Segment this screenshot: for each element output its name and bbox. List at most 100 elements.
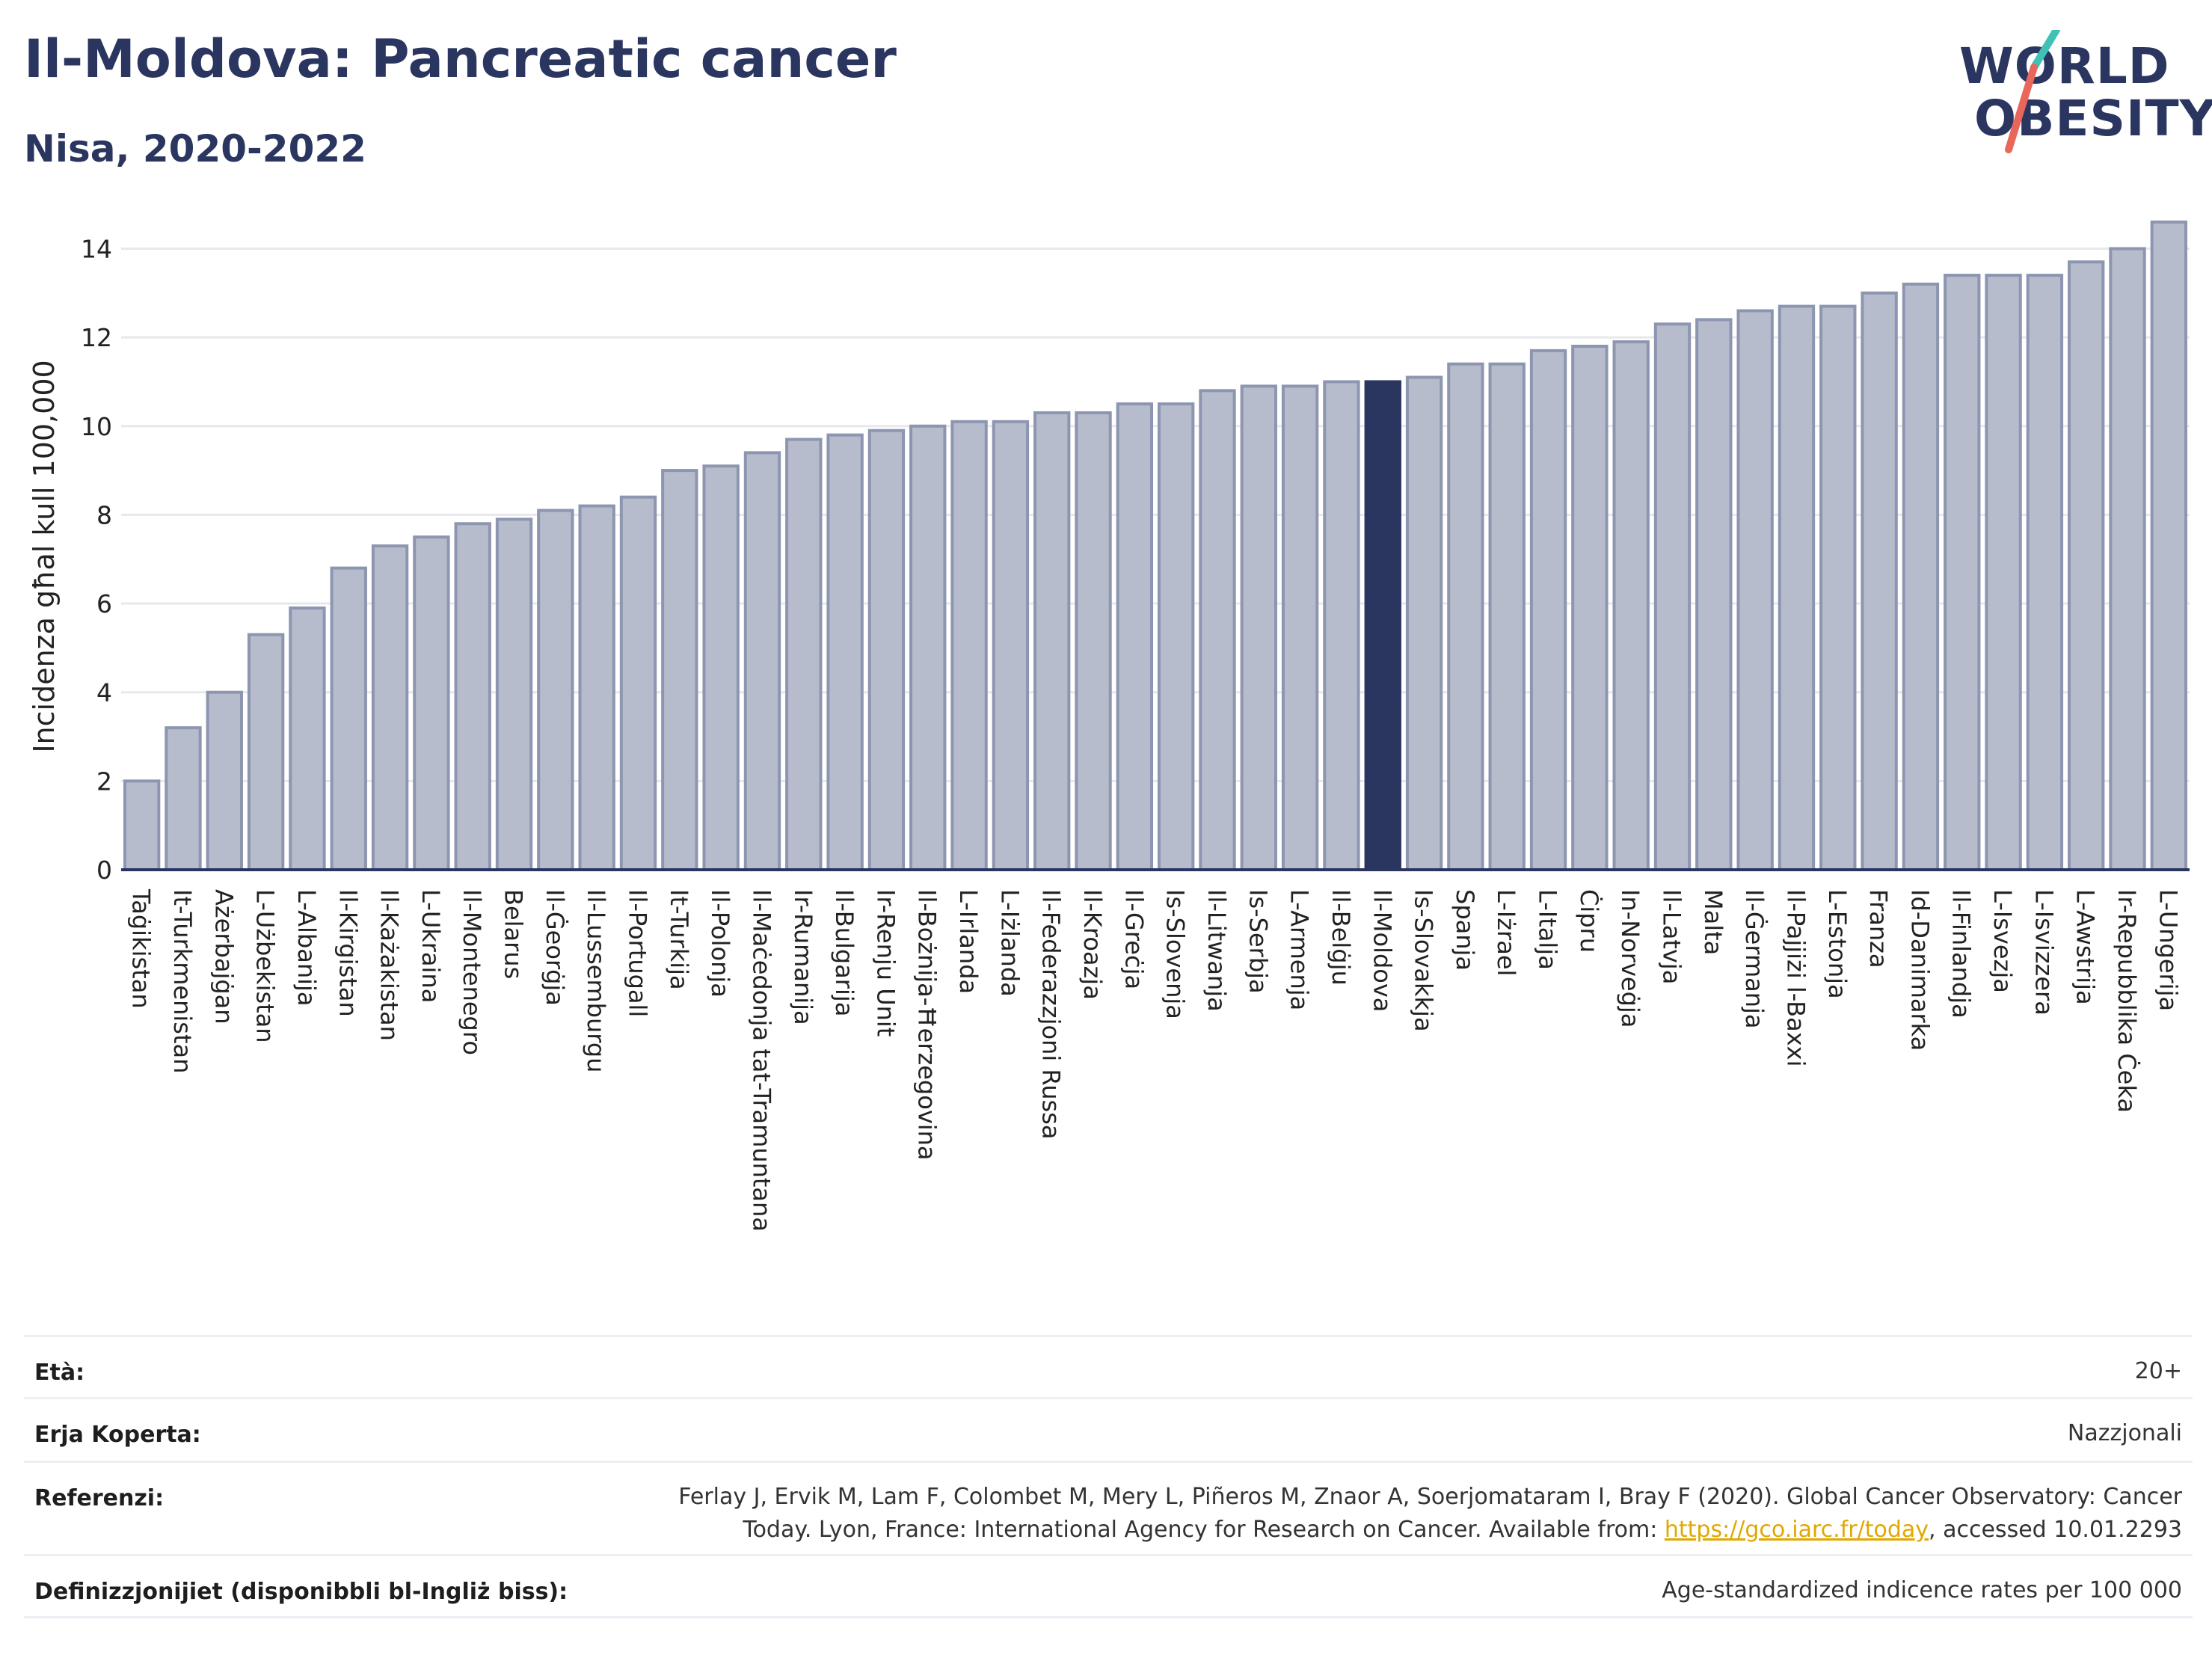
bar — [1778, 304, 1816, 872]
x-tick-label: L-Awstrija — [2071, 889, 2100, 1005]
bar — [661, 469, 698, 872]
bar — [785, 437, 823, 871]
bar — [454, 522, 491, 871]
bar — [1488, 362, 1526, 871]
x-tick-label: Il-Ġeorġja — [541, 889, 569, 1006]
bar — [289, 606, 326, 872]
x-tick-label: Il-Lussemburgu — [582, 889, 610, 1072]
x-tick-label: Malta — [1699, 889, 1727, 955]
reference-line-2: Today. Lyon, France: International Agenc… — [462, 1514, 2182, 1547]
info-value-age: 20+ — [2134, 1358, 2182, 1384]
x-tick-label: Ażerbajġan — [209, 889, 238, 1025]
bar — [909, 424, 947, 871]
info-label-definitions: Definizzjonijiet (disponibbli bl-Ingliż … — [34, 1579, 568, 1605]
bar — [1861, 291, 1898, 871]
bar — [1571, 344, 1609, 872]
x-tick-label: Il-Bożnija-Ħerzegovina — [913, 889, 941, 1161]
bar — [2109, 247, 2146, 871]
bar — [1157, 402, 1195, 871]
x-tick-label: Ir-Renju Unit — [871, 889, 900, 1037]
x-tick-label: Il-Każakistan — [375, 889, 404, 1041]
x-tick-label: L-Ungerija — [2154, 889, 2182, 1011]
bar — [1116, 402, 1154, 871]
y-tick-label: 14 — [81, 234, 112, 263]
bar — [1529, 348, 1567, 872]
reference-line-1: Ferlay J, Ervik M, Lam F, Colombet M, Me… — [678, 1484, 2182, 1510]
x-tick-label: In-Norveġja — [1616, 889, 1644, 1028]
info-row-definitions: Definizzjonijiet (disponibbli bl-Ingliż … — [24, 1554, 2193, 1618]
bar — [950, 420, 988, 871]
x-tick-label: Il-Kirgistan — [334, 889, 362, 1017]
y-tick-label: 12 — [81, 323, 112, 352]
info-label-area: Erja Koperta: — [34, 1422, 201, 1448]
bar — [330, 566, 367, 871]
bar — [1075, 411, 1112, 871]
bar — [413, 535, 450, 871]
bar — [1364, 380, 1401, 871]
bar — [1653, 322, 1692, 872]
bar-chart: 0 2 4 6 8 10 12 14 Incidenza għal kull 100,000 Ta… — [28, 220, 2190, 1232]
y-tick-label: 10 — [81, 412, 112, 441]
x-tick-label: L-Italja — [1534, 889, 1562, 970]
x-tick-label: L-Estonja — [1823, 889, 1852, 999]
bar — [1405, 375, 1443, 871]
x-tick-label: Il-Polonja — [706, 889, 734, 998]
info-value-references: Ferlay J, Ervik M, Lam F, Colombet M, Me… — [462, 1481, 2182, 1547]
bar — [206, 690, 243, 871]
bar — [247, 633, 285, 871]
x-tick-label: L-Isvezja — [1988, 889, 2017, 993]
bar — [1944, 274, 1981, 871]
bar — [619, 495, 657, 871]
x-tick-label: Il-Maċedonja tat-Tramuntana — [747, 889, 775, 1232]
x-tick-label: Ir-Repubblika Ċeka — [2113, 889, 2141, 1113]
y-tick-label: 0 — [96, 856, 112, 885]
x-tick-label: Il-Federazzjoni Russa — [1037, 889, 1066, 1139]
bar — [1199, 389, 1236, 871]
x-tick-label: Ċipru — [1575, 889, 1603, 953]
bar — [165, 726, 202, 872]
x-tick-label: Il-Finlandja — [1947, 889, 1976, 1019]
x-tick-label: Ir-Rumanija — [789, 889, 817, 1025]
logo-slash-icon — [2005, 30, 2060, 153]
bar — [826, 433, 864, 871]
x-tick-label: L-Użbekistan — [251, 889, 280, 1043]
bar — [1819, 304, 1857, 872]
bar — [1240, 384, 1277, 871]
info-row-age: Età: 20+ — [24, 1335, 2193, 1397]
x-tick-label: Belarus — [500, 889, 528, 979]
x-tick-label: Is-Slovakkja — [1410, 889, 1438, 1032]
bar — [867, 429, 906, 871]
bar — [1323, 380, 1360, 871]
x-tick-label: Il-Belġju — [1327, 889, 1355, 986]
bar — [1033, 411, 1071, 871]
bar — [1281, 384, 1319, 871]
world-obesity-logo: WORLD OBESITY — [1944, 30, 2212, 165]
page-subtitle: Nisa, 2020-2022 — [24, 127, 366, 171]
x-tick-label: Is-Serbja — [1244, 889, 1272, 994]
bar — [992, 420, 1030, 871]
x-tick-label: Il-Pajjiżi l-Baxxi — [1781, 889, 1810, 1067]
bar — [702, 464, 740, 872]
x-tick-label: L-Ukraina — [417, 889, 445, 1003]
info-value-definitions: Age-standardized indicence rates per 100… — [1662, 1577, 2182, 1603]
logo-line-1: WORLD — [1959, 37, 2170, 95]
x-tick-label: Il-Moldova — [1368, 889, 1396, 1012]
y-tick-label: 4 — [96, 678, 112, 707]
x-tick-label: It-Turkija — [665, 889, 693, 990]
bar — [371, 544, 409, 871]
reference-line-2-text: Today. Lyon, France: International Agenc… — [743, 1517, 1665, 1543]
bar — [1447, 362, 1484, 871]
bar — [495, 518, 533, 871]
info-label-age: Età: — [34, 1360, 85, 1386]
reference-accessed: , accessed 10.01.2293 — [1929, 1517, 2182, 1543]
x-tick-label: L-Irlanda — [954, 889, 983, 994]
x-tick-label: L-Iżrael — [1492, 889, 1520, 976]
info-row-references: Referenzi: Ferlay J, Ervik M, Lam F, Col… — [24, 1461, 2193, 1554]
y-tick-label: 2 — [96, 767, 112, 796]
bar — [537, 509, 574, 871]
bar — [1985, 274, 2022, 871]
x-tick-label: Il-Greċja — [1119, 889, 1148, 989]
reference-link[interactable]: https://gco.iarc.fr/today — [1664, 1517, 1929, 1543]
bar — [743, 451, 781, 871]
x-tick-label: Taġikistan — [127, 888, 156, 1009]
